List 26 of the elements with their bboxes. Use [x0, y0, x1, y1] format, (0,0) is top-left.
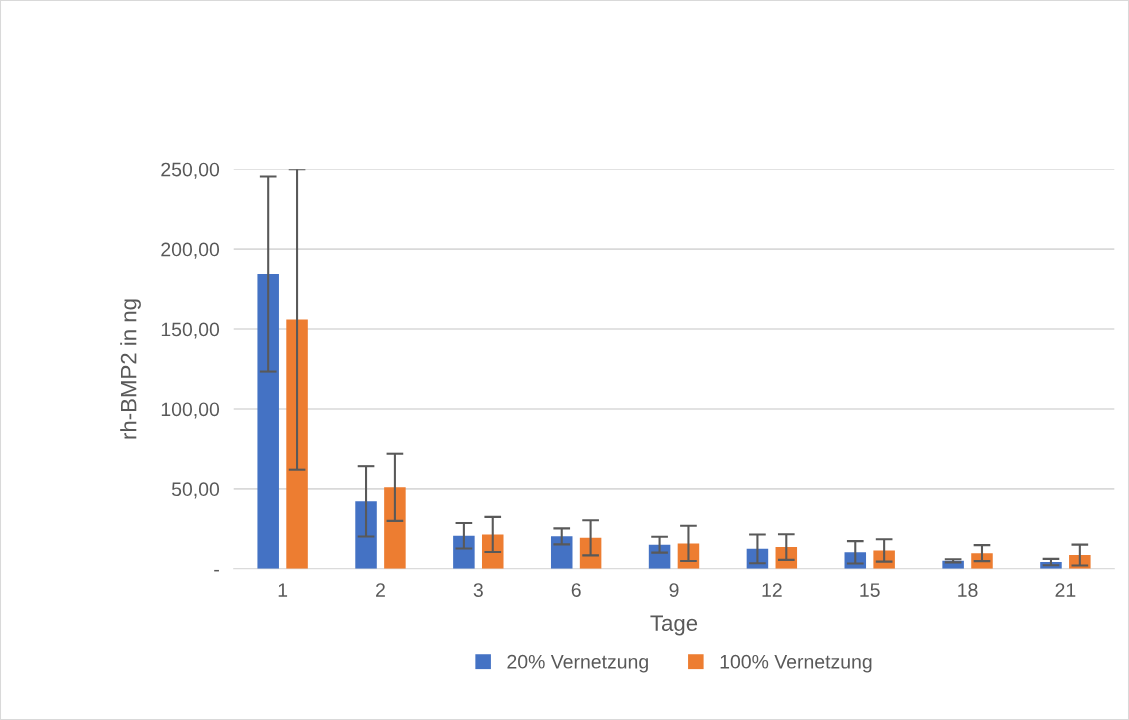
x-axis-title: Tage — [650, 615, 698, 636]
legend-label: 20% Vernetzung — [507, 654, 648, 673]
x-tick-label: 18 — [958, 583, 978, 597]
bar — [550, 536, 573, 569]
bar — [453, 535, 475, 569]
y-tick-label: 250,00 — [161, 162, 220, 179]
x-tick-label: 6 — [571, 583, 581, 597]
bar — [286, 319, 308, 569]
x-tick-label: 3 — [473, 583, 483, 597]
x-tick-label: 21 — [1055, 583, 1076, 597]
y-tick-label: 150,00 — [161, 322, 220, 339]
y-axis-title: rh-BMP2 in ng — [120, 299, 141, 439]
bar — [481, 534, 504, 569]
x-tick-label: 2 — [376, 583, 385, 597]
y-tick-label: 100,00 — [161, 402, 220, 419]
legend-label: 100% Vernetzung — [720, 654, 872, 673]
bar — [355, 501, 377, 569]
x-tick-label: 15 — [860, 583, 880, 597]
x-tick-label: 1 — [278, 583, 288, 597]
x-tick-label: 9 — [669, 583, 679, 597]
bar — [384, 487, 406, 569]
y-tick-label: 50,00 — [171, 482, 220, 499]
y-tick-label: - — [214, 569, 219, 572]
y-tick-label: 200,00 — [161, 242, 220, 259]
bar — [257, 274, 279, 569]
x-tick-label: 12 — [762, 583, 782, 597]
